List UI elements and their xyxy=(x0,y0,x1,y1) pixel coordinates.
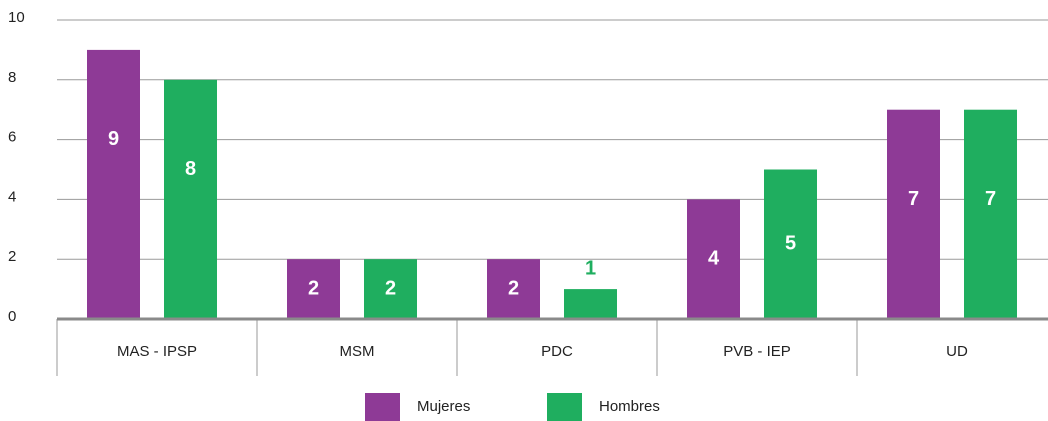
legend-label: Mujeres xyxy=(417,398,470,415)
data-label: 8 xyxy=(185,158,196,180)
data-label: 1 xyxy=(585,257,596,279)
x-tick-label: PDC xyxy=(541,343,573,360)
data-label: 5 xyxy=(785,233,796,255)
y-tick-label: 0 xyxy=(8,308,16,325)
bar xyxy=(87,49,140,320)
x-tick-label: MAS - IPSP xyxy=(117,343,197,360)
legend-label: Hombres xyxy=(599,398,660,415)
y-tick-label: 8 xyxy=(8,69,16,86)
bar xyxy=(487,259,540,319)
bar xyxy=(164,79,217,319)
y-tick-label: 6 xyxy=(8,129,16,146)
y-tick-label: 10 xyxy=(8,9,25,26)
y-tick-label: 4 xyxy=(8,188,16,205)
data-label: 4 xyxy=(708,247,720,269)
data-label: 2 xyxy=(385,277,396,299)
x-tick-label: PVB - IEP xyxy=(723,343,791,360)
data-label: 9 xyxy=(108,128,119,150)
bar xyxy=(964,109,1017,319)
legend-swatch xyxy=(547,393,582,421)
data-label: 2 xyxy=(308,277,319,299)
x-tick-label: MSM xyxy=(340,343,375,360)
bar xyxy=(287,259,340,319)
data-label: 2 xyxy=(508,277,519,299)
data-label: 7 xyxy=(985,188,996,210)
bar xyxy=(564,289,617,319)
bar xyxy=(364,259,417,319)
legend-swatch xyxy=(365,393,400,421)
bar xyxy=(764,169,817,319)
bar xyxy=(887,109,940,319)
data-label: 7 xyxy=(908,188,919,210)
x-tick-label: UD xyxy=(946,343,968,360)
bar xyxy=(687,199,740,319)
y-tick-label: 2 xyxy=(8,248,16,265)
